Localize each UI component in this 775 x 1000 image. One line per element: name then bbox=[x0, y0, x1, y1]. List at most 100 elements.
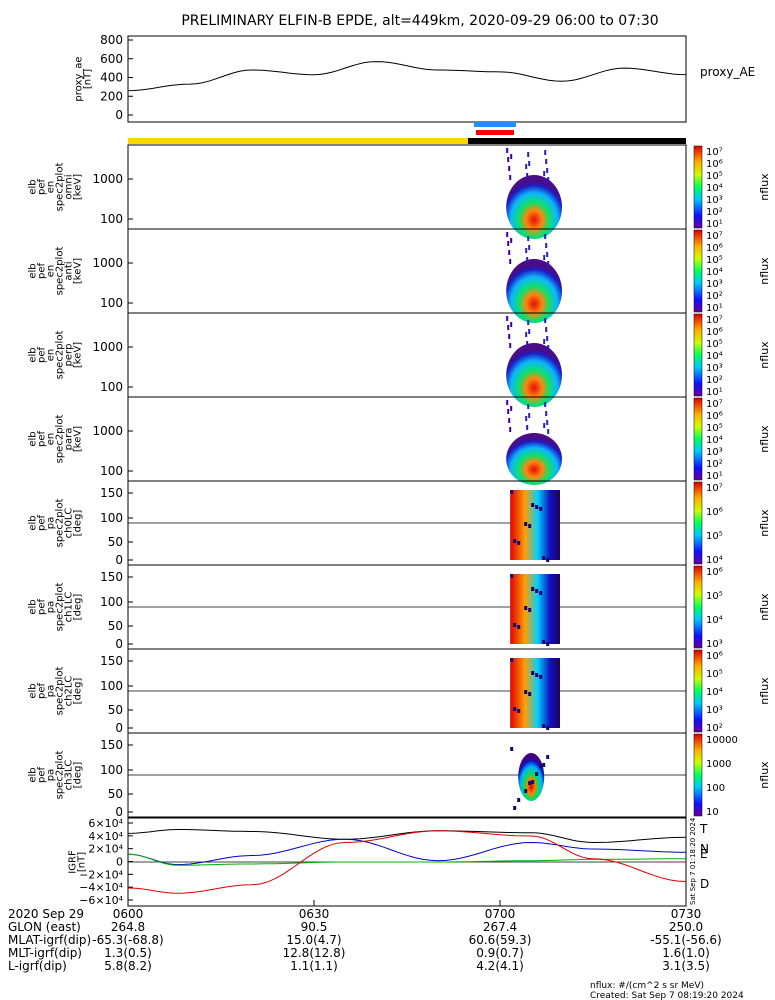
ytick-label: 50 bbox=[108, 787, 123, 801]
flux-speck bbox=[546, 755, 550, 759]
units-note: nflux: #/(cm^2 s sr MeV) bbox=[590, 981, 704, 991]
flux-speck bbox=[543, 339, 546, 344]
colorbar-tick: 10² bbox=[706, 375, 723, 386]
colorbar-tick: 10⁵ bbox=[706, 171, 723, 182]
colorbar-tick: 10³ bbox=[706, 195, 723, 206]
flux-speck bbox=[524, 522, 528, 526]
colorbar-tick: 10⁴ bbox=[706, 687, 723, 698]
colorbar-tick: 10⁴ bbox=[706, 435, 723, 446]
flux-speck bbox=[531, 671, 535, 675]
flux-speck bbox=[509, 343, 512, 348]
flux-speck bbox=[543, 423, 546, 428]
flux-speck bbox=[507, 409, 510, 414]
flux-speck bbox=[535, 673, 539, 677]
ylabel-line: anti bbox=[64, 261, 75, 280]
ylabel-line: ch1LC bbox=[64, 592, 75, 623]
ytick-label: 0 bbox=[115, 553, 123, 567]
flux-speck bbox=[535, 505, 539, 509]
ylabel-line: [deg] bbox=[73, 594, 84, 621]
ylabel-line: pa bbox=[46, 601, 57, 613]
colorbar-tick: 10¹ bbox=[706, 387, 723, 398]
ephem-value: 264.8 bbox=[111, 920, 145, 934]
spectrogram-data bbox=[506, 232, 562, 323]
ytick-label: 0 bbox=[115, 108, 123, 122]
flux-blob bbox=[506, 259, 562, 323]
flux-speck bbox=[546, 642, 550, 646]
ephemeris-table: GLON (east) 264.8 90.5 267.4 250.0 MLAT-igrf(… bbox=[8, 920, 722, 973]
ytick-label: 150 bbox=[100, 738, 123, 752]
ytick-label: 150 bbox=[100, 654, 123, 668]
ylabel-line: pef bbox=[37, 683, 48, 700]
panel-frame bbox=[127, 396, 687, 482]
ephem-value: 267.4 bbox=[483, 920, 517, 934]
ytick-label: 100 bbox=[100, 464, 123, 478]
igrf-side-text: Sat Sep 7 01:18:20 2024 bbox=[689, 817, 697, 905]
ylabel-line: pa bbox=[46, 517, 57, 529]
colorbar: 10⁶ 10⁵ 10⁴ 10³ 10² nflux bbox=[693, 649, 771, 734]
flux-speck bbox=[546, 726, 550, 730]
ylabel-line: spec2plot bbox=[55, 163, 66, 212]
colorbar-tick: 10⁴ bbox=[706, 615, 723, 626]
flux-speck bbox=[547, 261, 550, 266]
ephem-value: 1.6(1.0) bbox=[662, 946, 710, 960]
ylabel-line: [nT] bbox=[77, 852, 88, 872]
flux-speck bbox=[506, 148, 509, 153]
colorbar-tick: 10⁴ bbox=[706, 267, 723, 278]
flux-speck bbox=[513, 707, 517, 711]
ytick-label: 100 bbox=[100, 763, 123, 777]
spectrogram-data bbox=[506, 148, 562, 239]
flux-speck bbox=[517, 541, 521, 545]
colorbar-scale bbox=[693, 229, 703, 313]
ylabel-line: elb bbox=[28, 347, 39, 362]
colorbar-tick: 10¹ bbox=[706, 303, 723, 314]
flux-speck bbox=[539, 507, 543, 511]
flux-speck bbox=[527, 404, 530, 409]
ytick-label: 6×10⁴ bbox=[88, 817, 123, 830]
colorbar-tick: 10³ bbox=[706, 279, 723, 290]
flux-speck bbox=[510, 490, 514, 494]
ytick-label: 1000 bbox=[92, 340, 123, 354]
flux-speck bbox=[526, 425, 529, 430]
ytick-label: 2×10⁴ bbox=[88, 843, 123, 856]
ytick-label: −6×10⁴ bbox=[79, 894, 123, 907]
ylabel-line: en bbox=[46, 265, 57, 278]
ylabel-line: pef bbox=[37, 179, 48, 196]
ytick-label: 50 bbox=[108, 535, 123, 549]
flux-speck bbox=[513, 539, 517, 543]
ephem-value: 1.1(1.1) bbox=[290, 959, 338, 973]
ephem-value: 1.3(0.5) bbox=[104, 946, 152, 960]
flux-speck bbox=[545, 411, 548, 416]
colorbar-tick: 10⁶ bbox=[706, 651, 723, 662]
colorbar-label: nflux bbox=[758, 509, 771, 537]
colorbar-label: nflux bbox=[758, 341, 771, 369]
colorbar-tick: 10⁷ bbox=[706, 231, 723, 242]
colorbar-label: nflux bbox=[758, 761, 771, 789]
flux-speck bbox=[510, 747, 514, 751]
flux-speck bbox=[547, 345, 550, 350]
ephem-value: 90.5 bbox=[301, 920, 328, 934]
colorbar-tick: 10⁴ bbox=[706, 555, 723, 566]
legend-d: D bbox=[700, 877, 709, 891]
igrf-d-line bbox=[127, 830, 687, 894]
ylabel-line: spec2plot bbox=[55, 415, 66, 464]
ytick-label: 150 bbox=[100, 486, 123, 500]
colorbar-scale bbox=[693, 313, 703, 397]
spectrogram-panel: elbpefpaspec2plotch2LC[deg]15010050010⁶1… bbox=[28, 648, 771, 735]
ephem-value: -65.3(-68.8) bbox=[92, 933, 163, 947]
flux-speck bbox=[509, 427, 512, 432]
igrf-t-line bbox=[127, 829, 687, 844]
proxy-ae-legend: proxy_AE bbox=[700, 65, 755, 79]
ylabel-line: elb bbox=[28, 515, 39, 530]
flux-speck bbox=[539, 764, 543, 768]
flux-speck bbox=[528, 608, 532, 612]
flux-speck bbox=[525, 164, 528, 169]
flux-speck bbox=[524, 789, 528, 793]
ytick-label: 0 bbox=[116, 856, 123, 869]
igrf-n-line bbox=[127, 838, 687, 866]
colorbar-scale bbox=[693, 649, 703, 733]
flux-speck bbox=[546, 336, 549, 341]
